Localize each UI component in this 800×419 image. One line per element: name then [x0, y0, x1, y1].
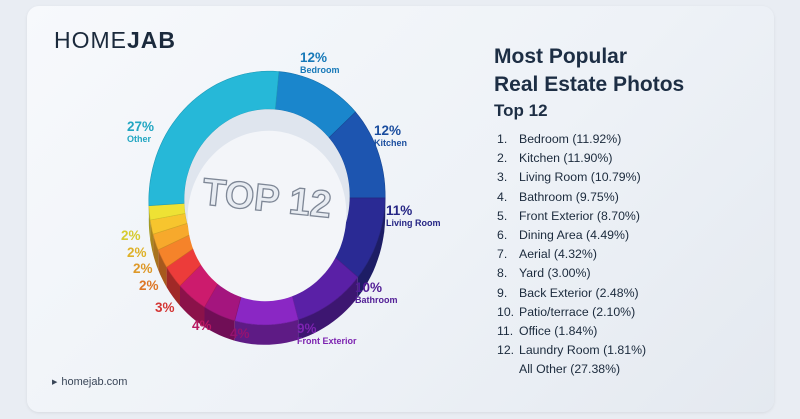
pct-label-kitchen: 12% — [374, 123, 401, 138]
slice-side-dining-area — [204, 307, 235, 341]
slice-side-patio-terrace — [153, 234, 159, 270]
pct-label-bathroom: 10% — [355, 280, 382, 295]
slice-side-laundry-room — [148, 205, 151, 240]
slice-side-back-exterior — [158, 249, 167, 288]
name-label-other: Other — [127, 134, 152, 144]
name-label-living-room: Living Room — [386, 218, 441, 228]
slice-side-front-exterior — [234, 319, 299, 345]
name-label-front-exterior: Front Exterior — [297, 336, 357, 346]
list-item: 7. Aerial (4.32%) — [497, 247, 597, 262]
list-item: 12. Laundry Room (1.81%) — [497, 343, 647, 358]
list-item-other: All Other (27.38%) — [519, 362, 621, 377]
list-item: 4. Bathroom (9.75%) — [497, 189, 619, 204]
slice-side-bathroom — [298, 277, 358, 340]
website-footer[interactable]: ▶ homejab.com — [52, 376, 127, 388]
pct-label-laundry-room: 2% — [121, 228, 141, 243]
list-item: 11. Office (1.84%) — [497, 323, 598, 338]
list-item: 9. Back Exterior (2.48%) — [497, 285, 639, 300]
name-label-kitchen: Kitchen — [374, 138, 407, 148]
list-item: 6. Dining Area (4.49%) — [497, 227, 630, 242]
name-label-bathroom: Bathroom — [355, 295, 398, 305]
pct-label-bedroom: 12% — [300, 50, 327, 65]
logo-jab: JAB — [127, 27, 177, 53]
pct-label-front-exterior: 9% — [297, 321, 317, 336]
ranking-list: 1. Bedroom (11.92%) 2. Kitchen (11.90%) 3.… — [497, 130, 646, 379]
slice-other — [148, 70, 280, 207]
pct-label-dining-area: 4% — [230, 326, 250, 341]
pct-label-other: 27% — [127, 119, 154, 134]
list-item: 5. Front Exterior (8.70%) — [497, 208, 640, 223]
pct-label-living-room: 11% — [386, 203, 412, 218]
website-link[interactable]: homejab.com — [61, 376, 128, 388]
pct-label-office: 2% — [127, 245, 147, 260]
list-item: 8. Yard (3.00%) — [497, 266, 591, 281]
pct-label-yard: 3% — [155, 300, 175, 315]
title-line-1: Most Popular — [494, 45, 628, 68]
donut-hole-floor — [187, 130, 347, 302]
list-item: 3. Living Room (10.79%) — [497, 170, 641, 185]
slice-side-living-room — [357, 197, 386, 298]
pct-label-patio-terrace: 2% — [133, 261, 153, 276]
homejab-logo: HOMEJAB — [54, 27, 176, 54]
list-item: 1. Bedroom (11.92%) — [497, 132, 622, 146]
name-label-bedroom: Bedroom — [300, 65, 340, 75]
subtitle: Top 12 — [494, 101, 548, 120]
page-title: Most Popular Real Estate Photos — [494, 43, 754, 99]
slice-side-yard — [166, 267, 180, 306]
pct-label-back-exterior: 2% — [139, 278, 159, 293]
logo-home: HOME — [54, 27, 127, 53]
list-item: 10. Patio/terrace (2.10%) — [497, 304, 636, 319]
pct-label-aerial: 4% — [192, 318, 212, 333]
play-arrow-icon: ▶ — [52, 379, 58, 386]
slice-side-office — [150, 220, 154, 255]
title-line-2: Real Estate Photos — [494, 73, 685, 96]
slice-side-aerial — [180, 285, 205, 327]
list-item: 2. Kitchen (11.90%) — [497, 151, 613, 166]
